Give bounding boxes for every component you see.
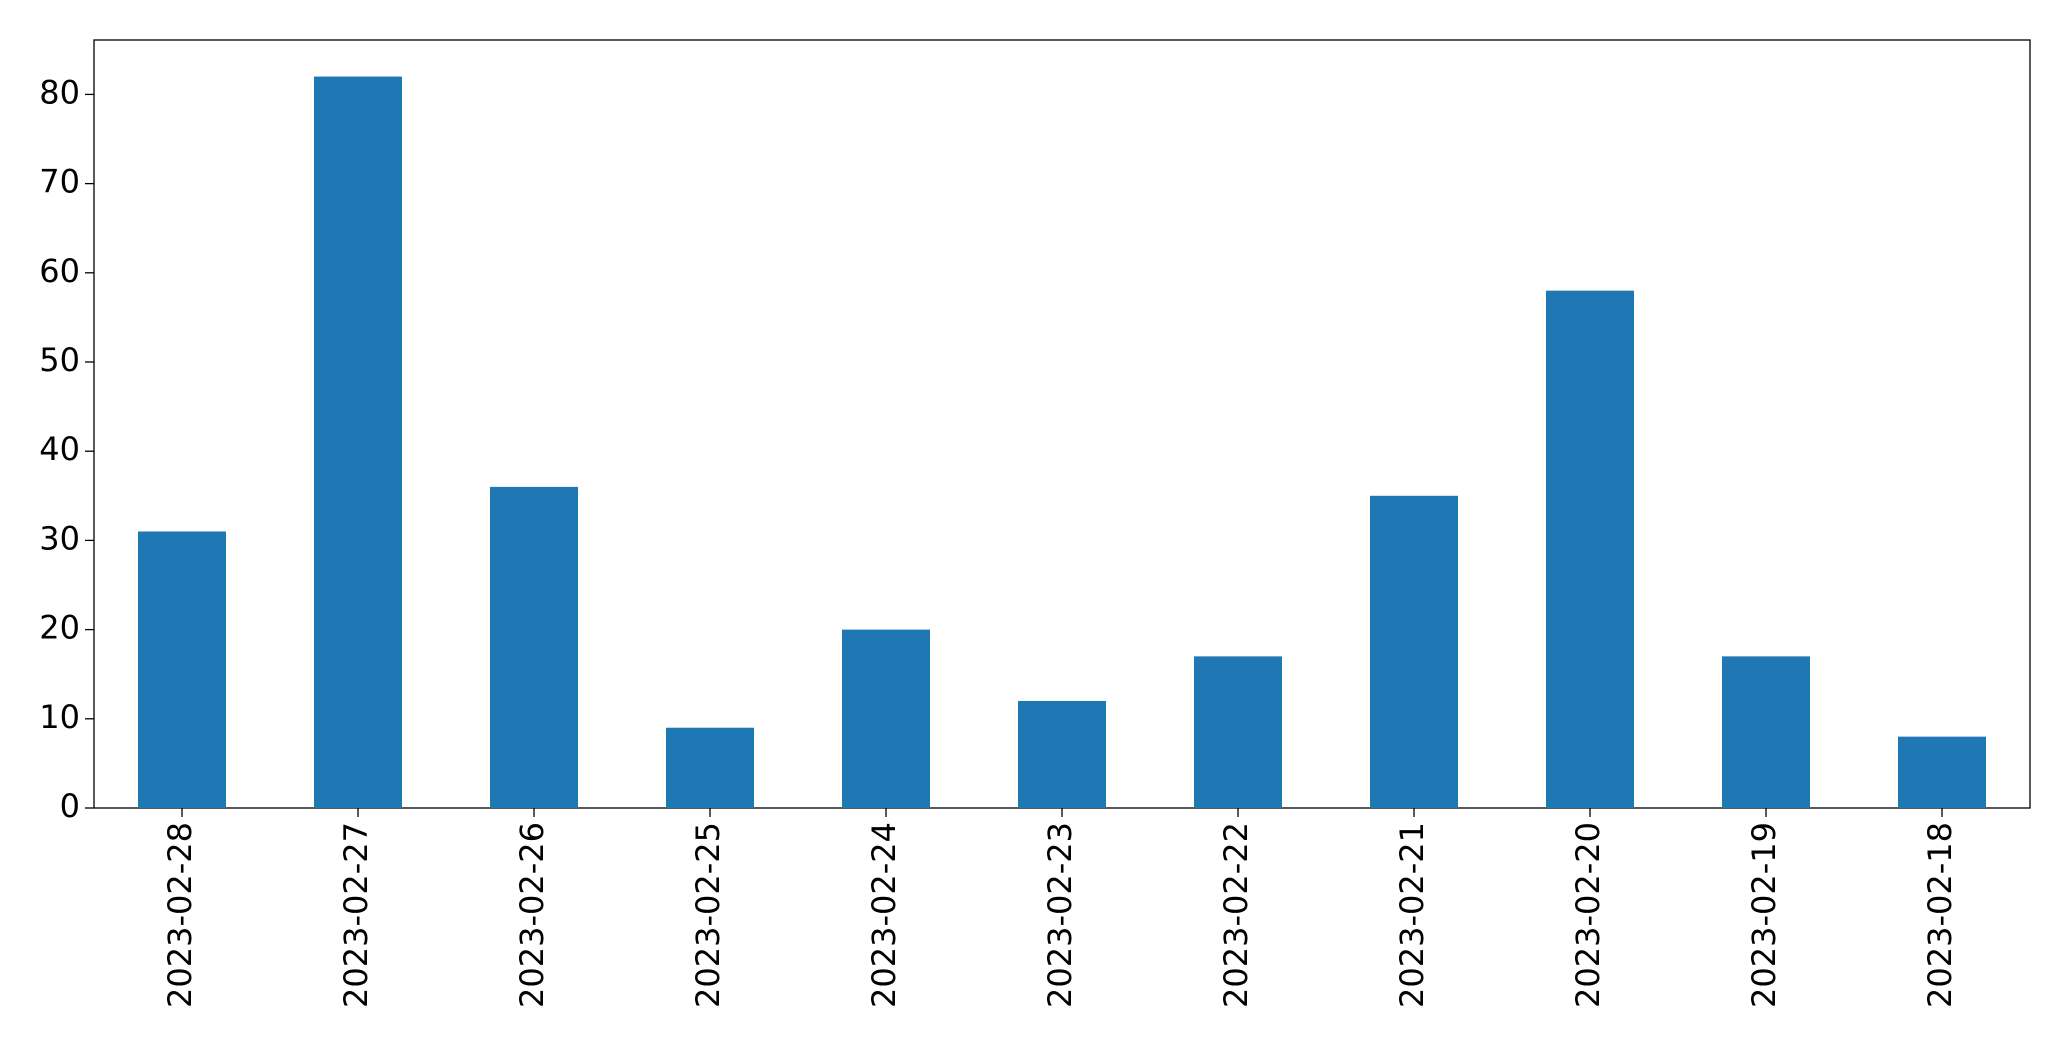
- x-tick-label: 2023-02-25: [689, 822, 727, 1008]
- x-tick-label: 2023-02-18: [1921, 822, 1959, 1008]
- y-tick-label: 70: [39, 163, 80, 201]
- bar: [490, 486, 578, 808]
- x-tick-label: 2023-02-22: [1217, 822, 1255, 1008]
- bar: [1018, 700, 1106, 808]
- y-tick-label: 30: [39, 519, 80, 557]
- x-tick-label: 2023-02-28: [161, 822, 199, 1008]
- x-tick-label: 2023-02-23: [1041, 822, 1079, 1008]
- y-tick-label: 20: [39, 609, 80, 647]
- y-tick-label: 80: [39, 73, 80, 111]
- bar: [1194, 656, 1282, 808]
- x-tick-label: 2023-02-24: [865, 822, 903, 1008]
- bar: [314, 76, 402, 809]
- y-tick-label: 50: [39, 341, 80, 379]
- bar: [138, 531, 226, 808]
- bar: [666, 727, 754, 808]
- y-tick-label: 60: [39, 252, 80, 290]
- y-tick-label: 40: [39, 430, 80, 468]
- x-tick-label: 2023-02-19: [1745, 822, 1783, 1008]
- bar: [1370, 495, 1458, 808]
- x-tick-label: 2023-02-27: [337, 822, 375, 1008]
- bar: [1722, 656, 1810, 808]
- bar: [1898, 736, 1986, 808]
- y-tick-label: 10: [39, 698, 80, 736]
- x-tick-label: 2023-02-21: [1393, 822, 1431, 1008]
- bar: [842, 629, 930, 808]
- x-tick-label: 2023-02-26: [513, 822, 551, 1008]
- x-tick-label: 2023-02-20: [1569, 822, 1607, 1008]
- y-tick-label: 0: [60, 787, 80, 825]
- bar: [1546, 290, 1634, 808]
